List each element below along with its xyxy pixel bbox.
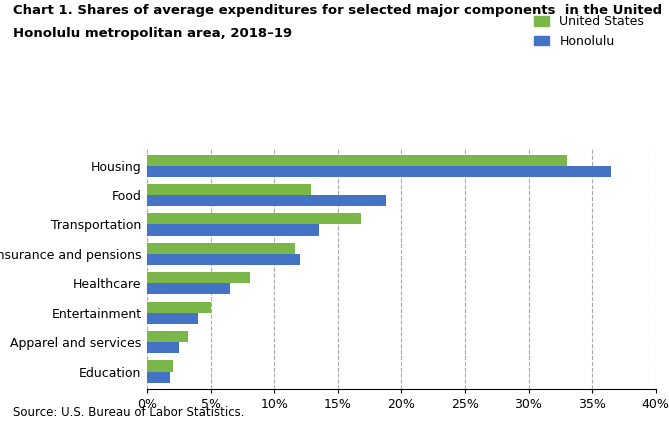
Text: Source: U.S. Bureau of Labor Statistics.: Source: U.S. Bureau of Labor Statistics. [13,406,245,419]
Legend: United States, Honolulu: United States, Honolulu [529,11,650,53]
Bar [147,283,230,294]
Bar [147,272,250,283]
Bar [147,313,198,324]
Text: Chart 1. Shares of average expenditures for selected major components  in the Un: Chart 1. Shares of average expenditures … [13,4,669,17]
Bar [147,302,211,313]
Bar [147,213,361,225]
Bar [147,254,300,265]
Bar [147,342,179,353]
Bar [147,331,188,342]
Bar [147,371,170,383]
Bar [147,243,294,254]
Bar [147,184,311,195]
Bar [147,225,319,236]
Bar [147,195,386,206]
Text: Honolulu metropolitan area, 2018–19: Honolulu metropolitan area, 2018–19 [13,27,292,41]
Bar [147,360,173,371]
Bar [147,154,567,166]
Bar [147,166,611,177]
